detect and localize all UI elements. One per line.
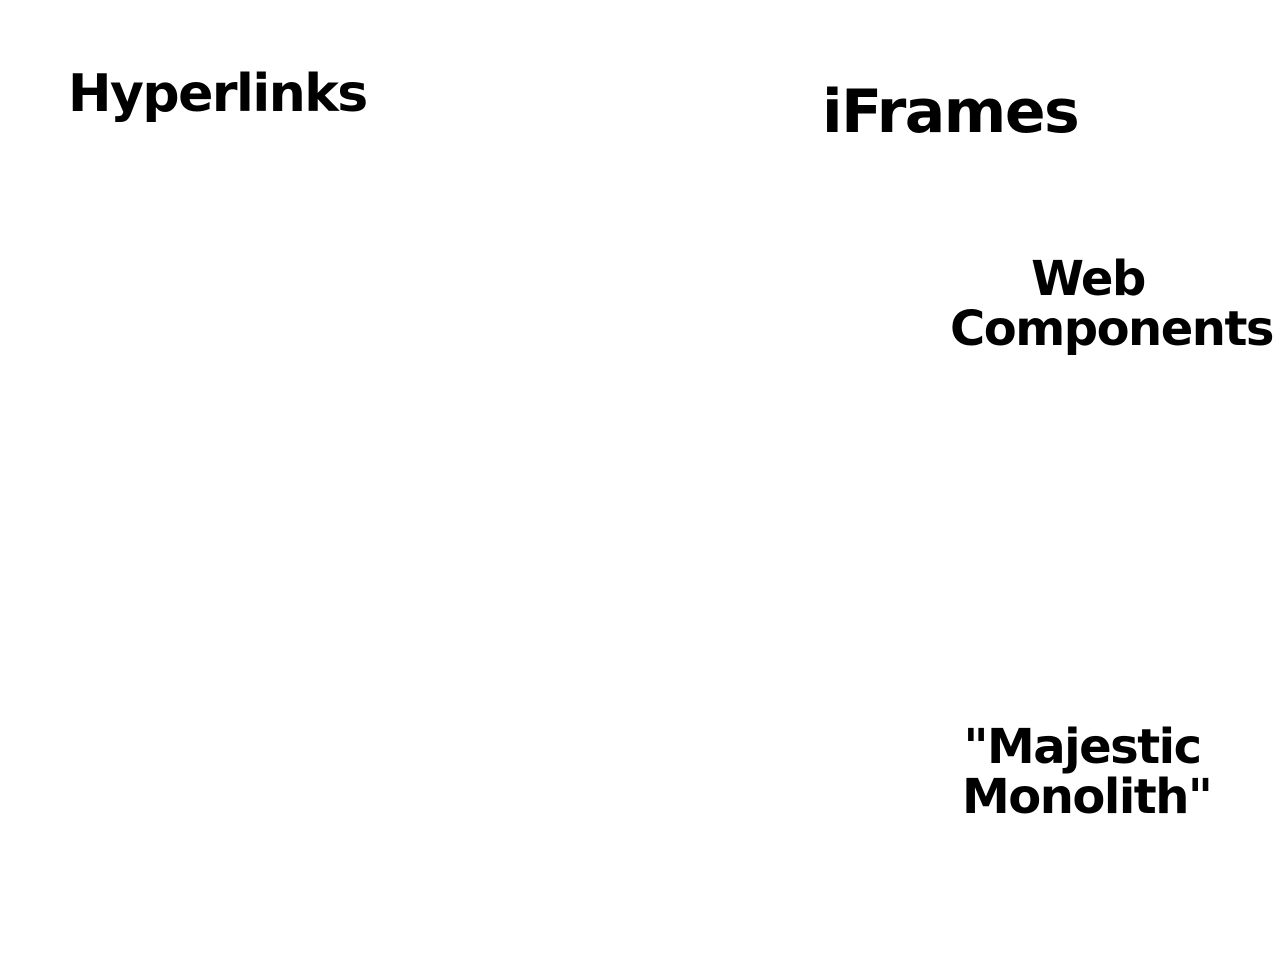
- iframes-label: iFrames: [822, 77, 1080, 147]
- web-components-label: Web Components: [950, 251, 1274, 358]
- hyperlinks-label: Hyperlinks: [68, 64, 368, 124]
- majestic-monolith-label: "Majestic Monolith": [962, 719, 1213, 826]
